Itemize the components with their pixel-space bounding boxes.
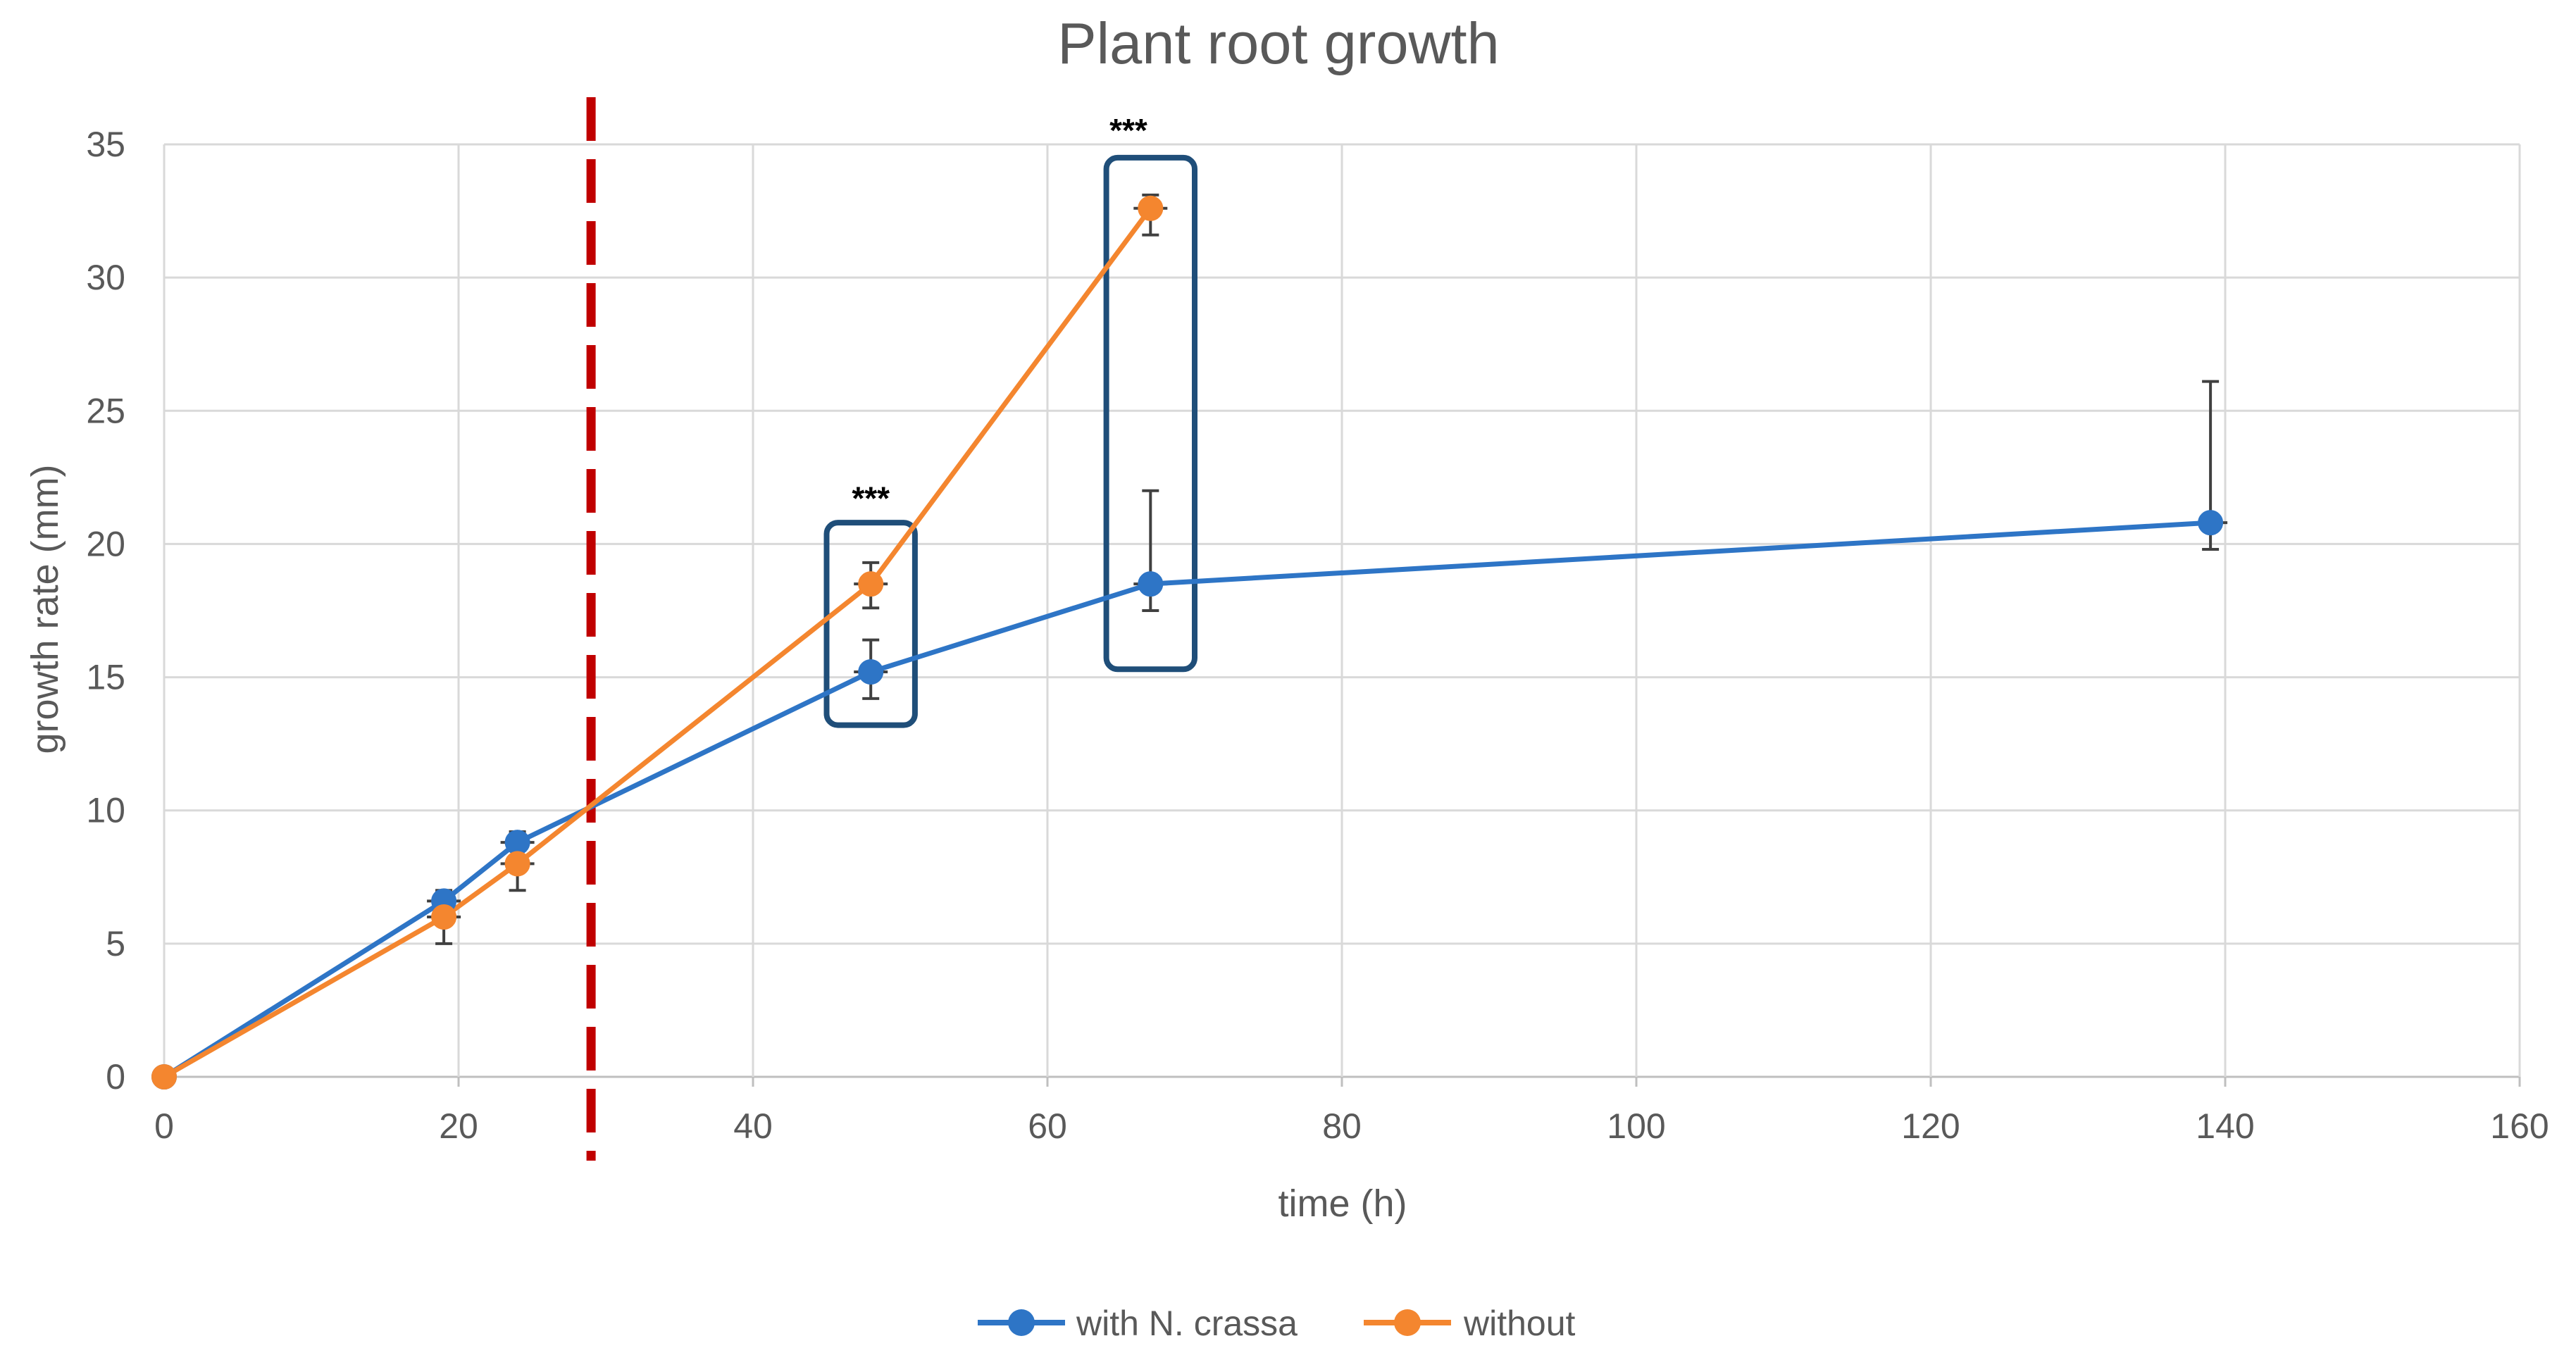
- significance-annotation: ***: [852, 480, 890, 516]
- series-line-layer: [163, 206, 2211, 1080]
- x-tick-label: 40: [733, 1106, 773, 1146]
- error-bar-layer: [427, 193, 2228, 945]
- highlight-box: [1103, 154, 1197, 673]
- highlight-box: [823, 520, 918, 728]
- y-tick-label: 10: [86, 791, 125, 830]
- series-line: [163, 206, 1153, 1080]
- x-tick-label: 0: [154, 1106, 174, 1146]
- x-tick-label: 80: [1322, 1106, 1362, 1146]
- legend-item-without[interactable]: without: [1364, 1304, 1576, 1343]
- data-point: [504, 851, 530, 877]
- x-axis-title: time (h): [1278, 1182, 1407, 1225]
- data-point: [1138, 571, 1164, 597]
- data-point-layer: [151, 195, 2224, 1090]
- x-tick-label: 60: [1028, 1106, 1067, 1146]
- y-tick-label: 0: [106, 1057, 125, 1097]
- gridlines: [163, 143, 2521, 1087]
- significance-annotation: ***: [1109, 112, 1147, 149]
- tick-label-layer: 0 5 10 15 20 25 30 35 0 20 40 60 80 100 120 140 160: [86, 125, 2549, 1146]
- data-point: [858, 659, 884, 685]
- legend: with N. crassa without: [978, 1304, 1576, 1343]
- data-point: [2198, 510, 2224, 536]
- x-tick-label: 140: [2196, 1106, 2254, 1146]
- data-point: [858, 571, 884, 597]
- legend-label-with-n-crassa: with N. crassa: [1076, 1304, 1298, 1343]
- x-tick-label: 120: [1901, 1106, 1960, 1146]
- y-tick-label: 15: [86, 658, 125, 697]
- series-line: [163, 520, 2211, 1079]
- x-tick-label: 160: [2490, 1106, 2549, 1146]
- y-tick-label: 25: [86, 391, 125, 430]
- data-point: [431, 904, 457, 930]
- annotation-layer: *** ***: [852, 112, 1147, 516]
- y-tick-label: 20: [86, 524, 125, 563]
- data-point: [504, 830, 530, 856]
- y-tick-label: 5: [106, 924, 125, 963]
- legend-swatch-marker: [1394, 1309, 1421, 1336]
- legend-item-with-n-crassa[interactable]: with N. crassa: [978, 1304, 1298, 1343]
- data-point: [1138, 195, 1164, 221]
- highlight-box-layer: [823, 154, 1197, 728]
- y-tick-label: 35: [86, 125, 125, 164]
- x-tick-label: 100: [1607, 1106, 1665, 1146]
- x-tick-label: 20: [439, 1106, 478, 1146]
- chart-title: Plant root growth: [1057, 11, 1499, 76]
- legend-label-without: without: [1463, 1304, 1576, 1343]
- data-point: [151, 1064, 177, 1090]
- y-axis-title: growth rate (mm): [24, 464, 66, 754]
- legend-swatch-marker: [1008, 1309, 1035, 1336]
- y-tick-label: 30: [86, 258, 125, 297]
